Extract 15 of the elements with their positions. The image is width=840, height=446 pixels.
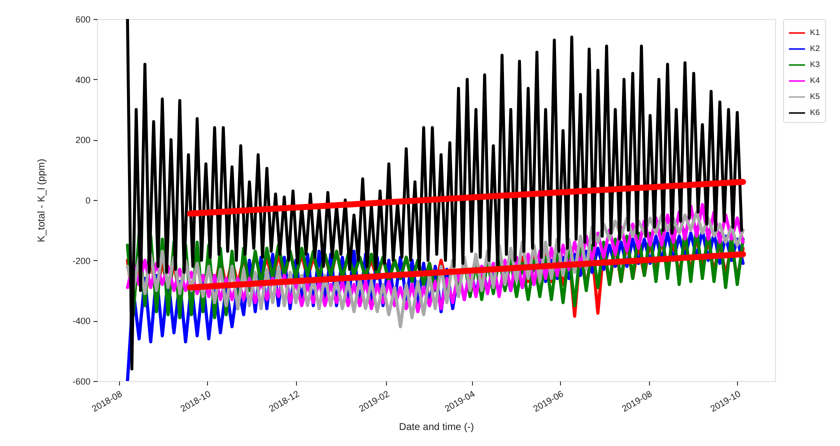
legend-label: K5	[810, 92, 820, 101]
legend-label: K6	[810, 108, 820, 117]
y-axis-title: K_total - K_l (ppm)	[36, 158, 48, 242]
legend-label: K1	[810, 28, 820, 37]
legend-label: K2	[810, 44, 820, 53]
y-tick-label: -200	[72, 256, 90, 266]
legend-label: K4	[810, 76, 820, 85]
legend-label: K3	[810, 60, 820, 69]
x-axis-title: Date and time (-)	[398, 422, 474, 433]
y-tick-label: 400	[75, 74, 90, 85]
y-tick-label: -400	[72, 316, 90, 326]
y-tick-label: 0	[85, 196, 90, 206]
y-tick-label: 600	[75, 14, 90, 24]
y-tick-label: 200	[75, 135, 90, 146]
y-tick-label: -600	[72, 376, 90, 386]
